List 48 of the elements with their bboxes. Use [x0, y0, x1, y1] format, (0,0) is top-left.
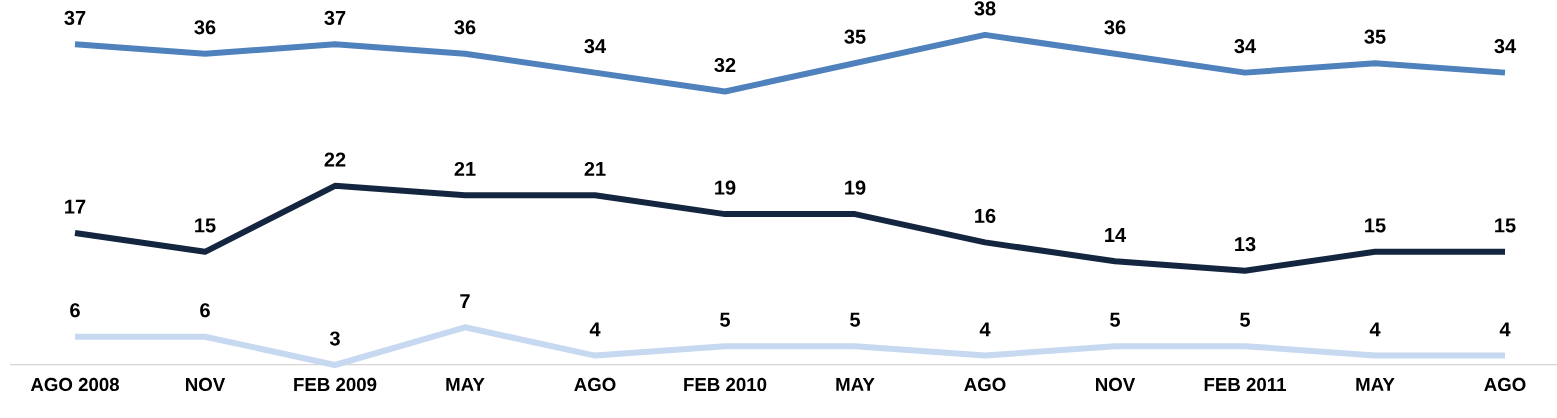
- data-label: 14: [1105, 228, 1127, 242]
- x-tick-label: MAY: [836, 377, 875, 391]
- x-tick-label: AGO: [574, 377, 616, 392]
- data-label: 37: [64, 10, 86, 25]
- data-label: 4: [1369, 322, 1381, 337]
- data-label: 38: [974, 1, 996, 16]
- x-tick-label: AGO: [1484, 377, 1526, 392]
- data-label: 4: [979, 322, 991, 337]
- data-label: 36: [1104, 20, 1126, 35]
- data-label: 37: [324, 10, 346, 25]
- x-tick-label: MAY: [1356, 377, 1395, 391]
- data-label: 15: [1365, 218, 1386, 233]
- data-label: 36: [454, 20, 476, 35]
- data-label: 5: [1110, 312, 1120, 327]
- data-label: 19: [845, 180, 866, 195]
- data-label: 34: [1494, 39, 1517, 54]
- x-tick-label: FEB 2011: [1204, 377, 1286, 392]
- data-label: 5: [850, 312, 860, 327]
- x-tick-label: AGO 2008: [30, 377, 120, 392]
- data-label: 22: [324, 152, 346, 167]
- data-label: 13: [1235, 237, 1256, 252]
- data-label: 5: [720, 312, 730, 327]
- data-label: 4: [1499, 322, 1511, 337]
- data-label: 16: [975, 208, 996, 224]
- x-tick-label: FEB 2009: [294, 377, 377, 392]
- data-label: 36: [194, 20, 216, 35]
- data-label: 5: [1240, 312, 1250, 327]
- data-label: 35: [844, 29, 866, 44]
- data-label: 17: [65, 199, 86, 214]
- x-tick-label: NOV: [186, 377, 226, 392]
- data-label: 7: [460, 294, 470, 308]
- x-tick-label: AGO: [964, 377, 1006, 392]
- data-label: 15: [1495, 218, 1516, 233]
- data-label: 34: [584, 39, 607, 54]
- data-label: 19: [715, 180, 736, 195]
- data-label: 34: [1234, 39, 1257, 54]
- data-label: 21: [454, 161, 476, 176]
- x-tick-label: MAY: [446, 377, 485, 391]
- x-tick-label: FEB 2010: [684, 377, 767, 392]
- data-label: 6: [200, 303, 210, 318]
- data-label: 4: [589, 322, 601, 337]
- x-tick-label: NOV: [1096, 377, 1136, 392]
- data-label: 15: [195, 218, 216, 233]
- data-label: 6: [70, 303, 80, 318]
- data-label: 32: [714, 57, 736, 73]
- data-label: 35: [1364, 29, 1386, 44]
- data-label: 3: [329, 331, 340, 346]
- data-label: 21: [584, 161, 606, 176]
